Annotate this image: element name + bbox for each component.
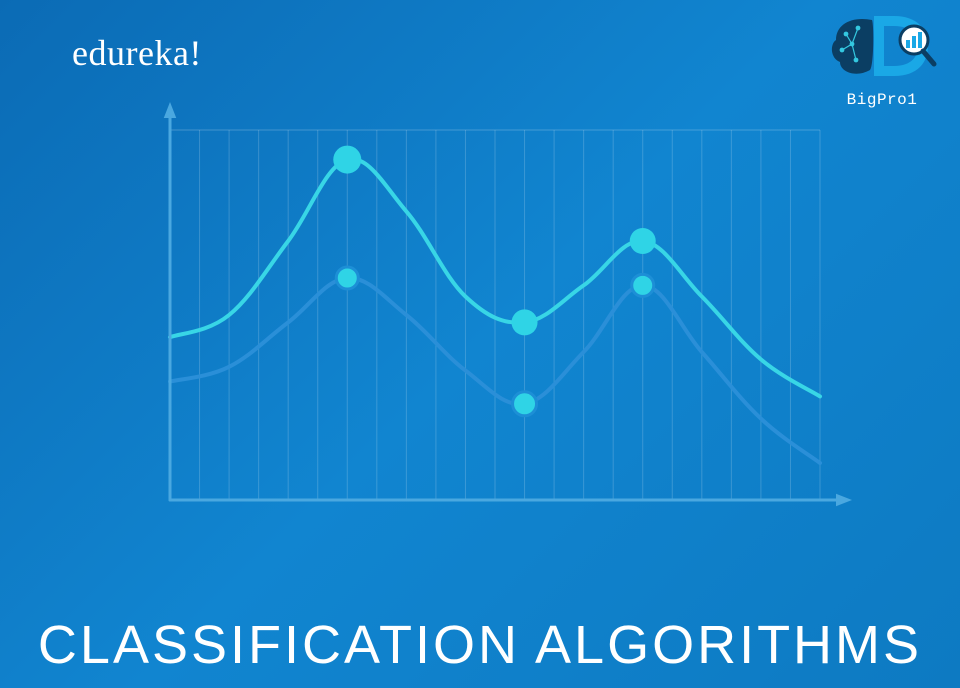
marker-upper [512,309,538,335]
marker-lower [513,392,537,416]
chart-area [140,100,860,530]
page-title: CLASSIFICATION ALGORITHMS [0,614,960,676]
marker-upper [333,146,361,174]
marker-upper [630,228,656,254]
bigpro1-logo: BigPro1 [822,10,942,109]
edureka-logo-text: edureka! [72,32,202,74]
marker-lower [336,267,358,289]
line-chart [140,100,860,530]
marker-lower [632,274,654,296]
bigpro1-logo-icon [822,10,942,84]
